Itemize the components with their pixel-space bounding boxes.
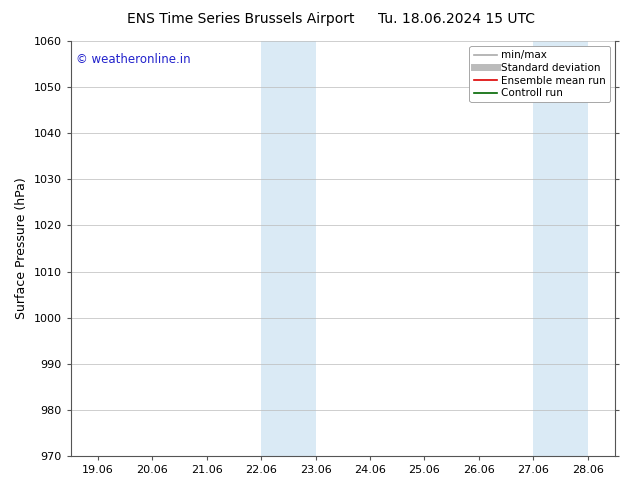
Bar — [261, 41, 316, 456]
Text: ENS Time Series Brussels Airport: ENS Time Series Brussels Airport — [127, 12, 354, 26]
Legend: min/max, Standard deviation, Ensemble mean run, Controll run: min/max, Standard deviation, Ensemble me… — [469, 46, 610, 102]
Bar — [533, 41, 588, 456]
Text: Tu. 18.06.2024 15 UTC: Tu. 18.06.2024 15 UTC — [378, 12, 535, 26]
Text: © weatheronline.in: © weatheronline.in — [76, 53, 191, 67]
Y-axis label: Surface Pressure (hPa): Surface Pressure (hPa) — [15, 178, 28, 319]
